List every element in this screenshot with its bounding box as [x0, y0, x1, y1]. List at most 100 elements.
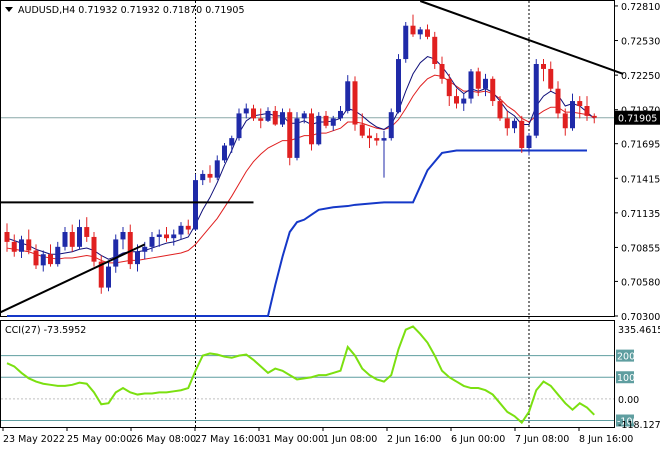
- candle-body: [475, 71, 481, 89]
- candle-body: [294, 118, 300, 158]
- candle-body: [454, 96, 459, 104]
- candle-body: [251, 108, 256, 119]
- cci-tick-label: -100: [617, 417, 639, 428]
- trendline: [419, 0, 624, 75]
- candle-body: [26, 239, 32, 251]
- candle-body: [84, 227, 90, 237]
- overlay-layer: [0, 0, 624, 314]
- candle-body: [149, 236, 155, 247]
- price-tick-label: 0.70855: [621, 243, 660, 254]
- price-tick-label: 0.72810: [621, 2, 660, 13]
- candle-body: [417, 29, 423, 35]
- candle-body: [91, 236, 97, 262]
- price-tick-label: 0.71135: [621, 209, 660, 220]
- candle-body: [352, 81, 358, 125]
- candle-body: [193, 180, 198, 230]
- candle-body: [309, 113, 314, 145]
- candle-body: [77, 227, 82, 247]
- time-tick-label: 8 Jun 16:00: [579, 434, 633, 445]
- cci-level-tag: [616, 349, 634, 362]
- candle-body: [229, 138, 235, 146]
- time-tick-label: 23 May 2022: [3, 434, 65, 445]
- candle-body: [185, 225, 191, 230]
- candle-body: [345, 81, 351, 111]
- moving-average-slow: [6, 74, 595, 264]
- candle-body: [200, 173, 206, 181]
- candle-body: [591, 115, 597, 118]
- candle-body: [468, 71, 474, 99]
- candle-body: [381, 138, 387, 141]
- candle-body: [171, 234, 177, 239]
- cci-level-tag: [616, 414, 634, 427]
- current-price-label: 0.71905: [618, 114, 657, 125]
- candle-body: [120, 232, 126, 240]
- candle-body: [323, 115, 329, 126]
- candle-body: [40, 254, 46, 266]
- cci-tick-label: 335.4615: [618, 325, 660, 336]
- candle-body: [359, 124, 365, 136]
- current-price-tag: [615, 110, 660, 125]
- axis-layer: 335.4615 200 100 0.00 -100-118.1278 0.72810 0.…: [2, 2, 660, 445]
- cci-layer: [6, 325, 595, 425]
- candle-body: [330, 118, 336, 126]
- time-tick-label: 1 Jun 08:00: [323, 434, 377, 445]
- cci-label: CCI(27) -73.5952: [5, 325, 86, 336]
- candle-body: [483, 78, 488, 89]
- time-tick-label: 25 May 00:00: [67, 434, 132, 445]
- candle-body: [287, 112, 293, 158]
- series-layer: [6, 56, 595, 317]
- candle-body: [461, 98, 467, 104]
- symbol-header[interactable]: AUDUSD,H4 0.71932 0.71932 0.71870 0.7190…: [5, 5, 245, 16]
- candle-body: [55, 246, 61, 265]
- cci-tick-label: 200: [617, 352, 635, 363]
- candle-body: [113, 239, 119, 267]
- candle-body: [236, 113, 242, 139]
- candle-body: [135, 251, 140, 265]
- candle-body: [388, 112, 394, 139]
- cci-level-tag: [616, 371, 634, 384]
- price-tick-label: 0.71415: [621, 174, 660, 185]
- candle-body: [106, 266, 111, 288]
- price-tick-label: 0.72250: [621, 71, 660, 82]
- price-tick-label: 0.72530: [621, 37, 660, 48]
- cci-tick-label: 0.00: [618, 395, 639, 406]
- candle-body: [432, 36, 438, 64]
- candle-body: [178, 225, 184, 235]
- price-tick-label: 0.70580: [621, 277, 660, 288]
- candle-body: [19, 239, 24, 252]
- candle-body: [265, 110, 271, 121]
- cci-line: [6, 325, 595, 425]
- candle-body: [243, 108, 249, 114]
- price-tick-label: 0.70300: [621, 312, 660, 323]
- candle-body: [396, 59, 401, 113]
- cci-tick-label: -118.1278: [618, 420, 660, 431]
- candle-body: [98, 261, 104, 288]
- candle-body: [214, 160, 220, 178]
- candle-body: [533, 64, 539, 136]
- time-tick-label: 2 Jun 16:00: [387, 434, 441, 445]
- cci-tick-label: 100: [617, 373, 635, 384]
- candle-body: [69, 232, 75, 247]
- grid-layer: [1, 1, 614, 427]
- time-tick-label: 31 May 00:00: [259, 434, 324, 445]
- candle-body: [258, 118, 264, 121]
- candle-body: [48, 254, 53, 265]
- candle-body: [497, 101, 503, 119]
- candle-body: [338, 110, 343, 119]
- candle-body: [164, 234, 169, 239]
- trendline: [0, 243, 146, 314]
- candle-body: [403, 25, 409, 60]
- dropdown-triangle-icon[interactable]: [5, 7, 13, 12]
- candle-body: [11, 241, 17, 252]
- candle-body: [142, 246, 148, 252]
- time-tick-label: 26 May 08:00: [131, 434, 196, 445]
- time-tick-label: 27 May 16:00: [195, 434, 260, 445]
- moving-average-fast: [6, 56, 595, 260]
- price-tick-label: 0.71695: [621, 140, 660, 151]
- cci-plot-frame: [0, 320, 615, 428]
- time-tick-label: 7 Jun 08:00: [515, 434, 569, 445]
- candle-body: [577, 101, 583, 106]
- candle-body: [526, 135, 532, 148]
- candle-body: [374, 138, 380, 141]
